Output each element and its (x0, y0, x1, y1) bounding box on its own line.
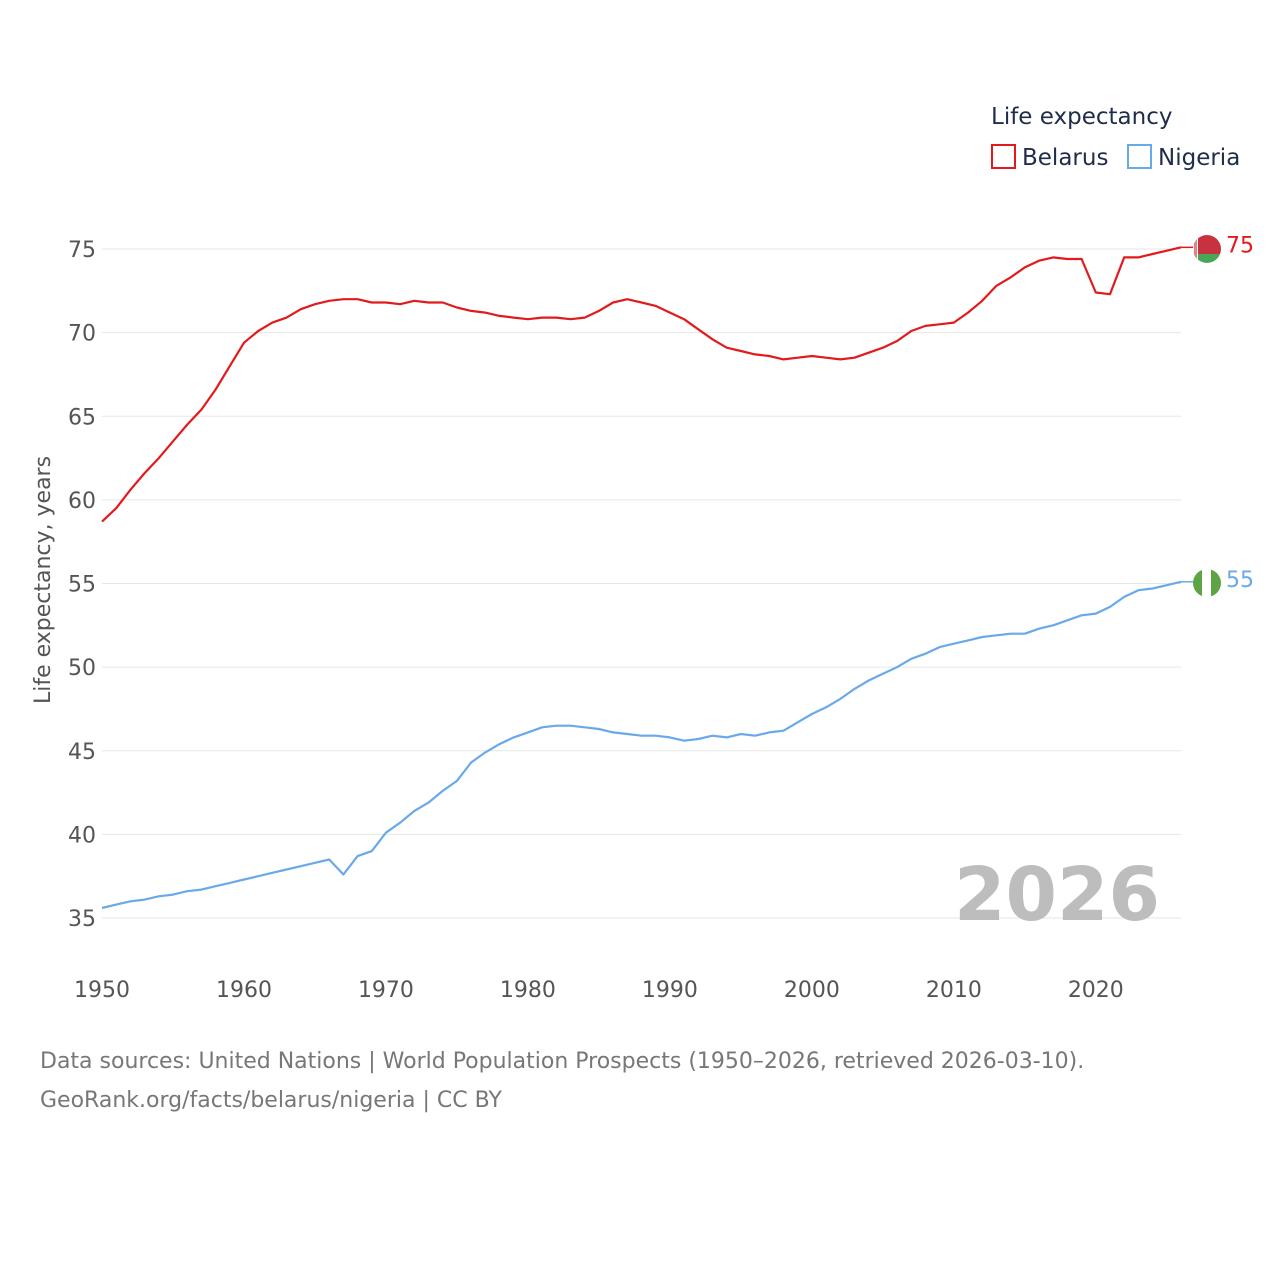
y-tick-label: 45 (68, 740, 96, 765)
gridlines (102, 248, 1181, 919)
legend: Life expectancy Belarus Nigeria (991, 104, 1240, 171)
y-tick-label: 35 (68, 907, 96, 932)
data-sources-text: Data sources: United Nations | World Pop… (40, 1049, 1085, 1074)
x-tick-label: 1960 (216, 978, 272, 1003)
y-tick-label: 65 (68, 405, 96, 430)
end-label-nigeria: 55 (1226, 568, 1254, 593)
legend-title: Life expectancy (991, 104, 1172, 130)
legend-item-nigeria[interactable]: Nigeria (1127, 144, 1240, 171)
y-tick-label: 40 (68, 823, 96, 848)
year-watermark: 2026 (954, 852, 1160, 938)
belarus-flag-icon (1193, 235, 1221, 263)
end-labels: 75 55 (1226, 233, 1254, 593)
x-axis: 1950 1960 1970 1980 1990 2000 2010 2020 (74, 978, 1124, 1003)
y-tick-label: 70 (68, 322, 96, 347)
legend-swatch-belarus (991, 144, 1016, 169)
x-tick-label: 2020 (1068, 978, 1124, 1003)
series-line-nigeria (101, 580, 1182, 910)
x-tick-label: 2000 (784, 978, 840, 1003)
footer: Data sources: United Nations | World Pop… (40, 1042, 1084, 1120)
y-tick-label: 55 (68, 573, 96, 598)
series-line-belarus (101, 246, 1182, 523)
nigeria-flag-icon (1193, 569, 1221, 597)
legend-label-nigeria: Nigeria (1158, 145, 1240, 171)
end-flags (1193, 235, 1221, 597)
y-axis: 35 40 45 50 55 60 65 70 75 (68, 238, 96, 932)
x-tick-label: 1970 (358, 978, 414, 1003)
legend-item-belarus[interactable]: Belarus (991, 144, 1108, 171)
x-tick-label: 1950 (74, 978, 130, 1003)
x-tick-label: 1980 (500, 978, 556, 1003)
credit-text: GeoRank.org/facts/belarus/nigeria | CC B… (40, 1088, 502, 1113)
x-tick-label: 2010 (926, 978, 982, 1003)
y-tick-label: 50 (68, 656, 96, 681)
series-lines (101, 246, 1193, 910)
y-tick-label: 60 (68, 489, 96, 514)
legend-swatch-nigeria (1127, 144, 1152, 169)
y-tick-label: 75 (68, 238, 96, 263)
y-axis-title: Life expectancy, years (31, 456, 56, 704)
legend-label-belarus: Belarus (1022, 145, 1108, 171)
x-tick-label: 1990 (642, 978, 698, 1003)
end-label-belarus: 75 (1226, 233, 1254, 258)
